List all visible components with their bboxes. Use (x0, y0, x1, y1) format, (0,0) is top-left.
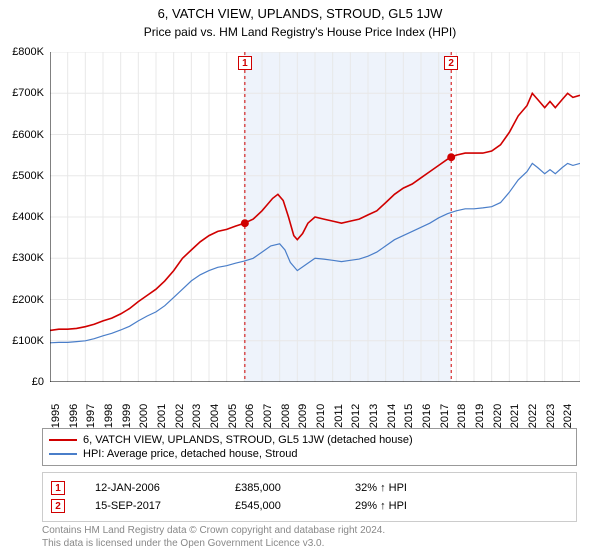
sale-date: 15-SEP-2017 (95, 500, 205, 512)
legend-label: 6, VATCH VIEW, UPLANDS, STROUD, GL5 1JW … (83, 434, 413, 446)
x-tick-label: 2004 (209, 404, 221, 428)
sale-marker-label: 1 (238, 56, 252, 70)
x-tick-label: 2001 (156, 404, 168, 428)
x-tick-label: 2017 (439, 404, 451, 428)
legend-swatch (49, 439, 77, 441)
y-tick-label: £400K (12, 211, 44, 223)
x-tick-label: 2012 (350, 404, 362, 428)
x-axis-labels: 1995199619971998199920002001200220032004… (50, 384, 580, 424)
x-tick-label: 2023 (545, 404, 557, 428)
x-tick-label: 1996 (68, 404, 80, 428)
y-tick-label: £100K (12, 335, 44, 347)
x-tick-label: 1998 (103, 404, 115, 428)
legend-item: HPI: Average price, detached house, Stro… (49, 447, 570, 461)
x-tick-label: 2008 (280, 404, 292, 428)
y-tick-label: £300K (12, 252, 44, 264)
x-tick-label: 2021 (509, 404, 521, 428)
legend-swatch (49, 453, 77, 455)
legend-label: HPI: Average price, detached house, Stro… (83, 448, 297, 460)
x-tick-label: 2020 (492, 404, 504, 428)
x-tick-label: 2003 (191, 404, 203, 428)
x-tick-label: 2018 (456, 404, 468, 428)
x-tick-label: 2010 (315, 404, 327, 428)
sale-row: 1 12-JAN-2006 £385,000 32% ↑ HPI (51, 479, 568, 497)
sales-table: 1 12-JAN-2006 £385,000 32% ↑ HPI 2 15-SEP-201… (42, 472, 577, 522)
x-tick-label: 2000 (138, 404, 150, 428)
y-tick-label: £700K (12, 87, 44, 99)
chart-legend: 6, VATCH VIEW, UPLANDS, STROUD, GL5 1JW … (42, 428, 577, 466)
chart-subtitle: Price paid vs. HM Land Registry's House … (0, 21, 600, 39)
sale-marker-label: 2 (444, 56, 458, 70)
sale-delta: 32% ↑ HPI (355, 482, 407, 494)
sale-marker-box: 2 (51, 499, 65, 513)
x-tick-label: 2016 (421, 404, 433, 428)
x-tick-label: 2013 (368, 404, 380, 428)
y-axis-labels: £0£100K£200K£300K£400K£500K£600K£700K£80… (0, 52, 48, 382)
x-tick-label: 2014 (386, 404, 398, 428)
sale-delta: 29% ↑ HPI (355, 500, 407, 512)
y-tick-label: £0 (32, 376, 44, 388)
x-tick-label: 2005 (227, 404, 239, 428)
legend-item: 6, VATCH VIEW, UPLANDS, STROUD, GL5 1JW … (49, 433, 570, 447)
x-tick-label: 1995 (50, 404, 62, 428)
y-tick-label: £800K (12, 46, 44, 58)
x-tick-label: 2022 (527, 404, 539, 428)
sale-row: 2 15-SEP-2017 £545,000 29% ↑ HPI (51, 497, 568, 515)
sale-date: 12-JAN-2006 (95, 482, 205, 494)
x-tick-label: 2007 (262, 404, 274, 428)
x-tick-label: 2015 (403, 404, 415, 428)
x-tick-label: 1999 (121, 404, 133, 428)
sale-price: £385,000 (235, 482, 325, 494)
y-tick-label: £600K (12, 129, 44, 141)
x-tick-label: 2011 (333, 404, 345, 428)
x-tick-label: 1997 (85, 404, 97, 428)
x-tick-label: 2006 (244, 404, 256, 428)
x-tick-label: 2009 (297, 404, 309, 428)
x-tick-label: 2019 (474, 404, 486, 428)
y-tick-label: £200K (12, 294, 44, 306)
attribution-text: Contains HM Land Registry data © Crown c… (42, 524, 577, 550)
attribution-line: This data is licensed under the Open Gov… (42, 537, 577, 550)
x-tick-label: 2002 (174, 404, 186, 428)
chart-plot-area (50, 52, 580, 382)
sale-price: £545,000 (235, 500, 325, 512)
sale-marker-box: 1 (51, 481, 65, 495)
attribution-line: Contains HM Land Registry data © Crown c… (42, 524, 577, 537)
y-tick-label: £500K (12, 170, 44, 182)
x-tick-label: 2024 (562, 404, 574, 428)
chart-title: 6, VATCH VIEW, UPLANDS, STROUD, GL5 1JW (0, 0, 600, 21)
